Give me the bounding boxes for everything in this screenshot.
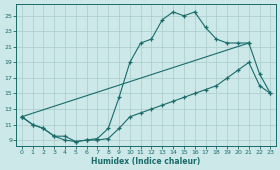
X-axis label: Humidex (Indice chaleur): Humidex (Indice chaleur): [92, 157, 201, 166]
